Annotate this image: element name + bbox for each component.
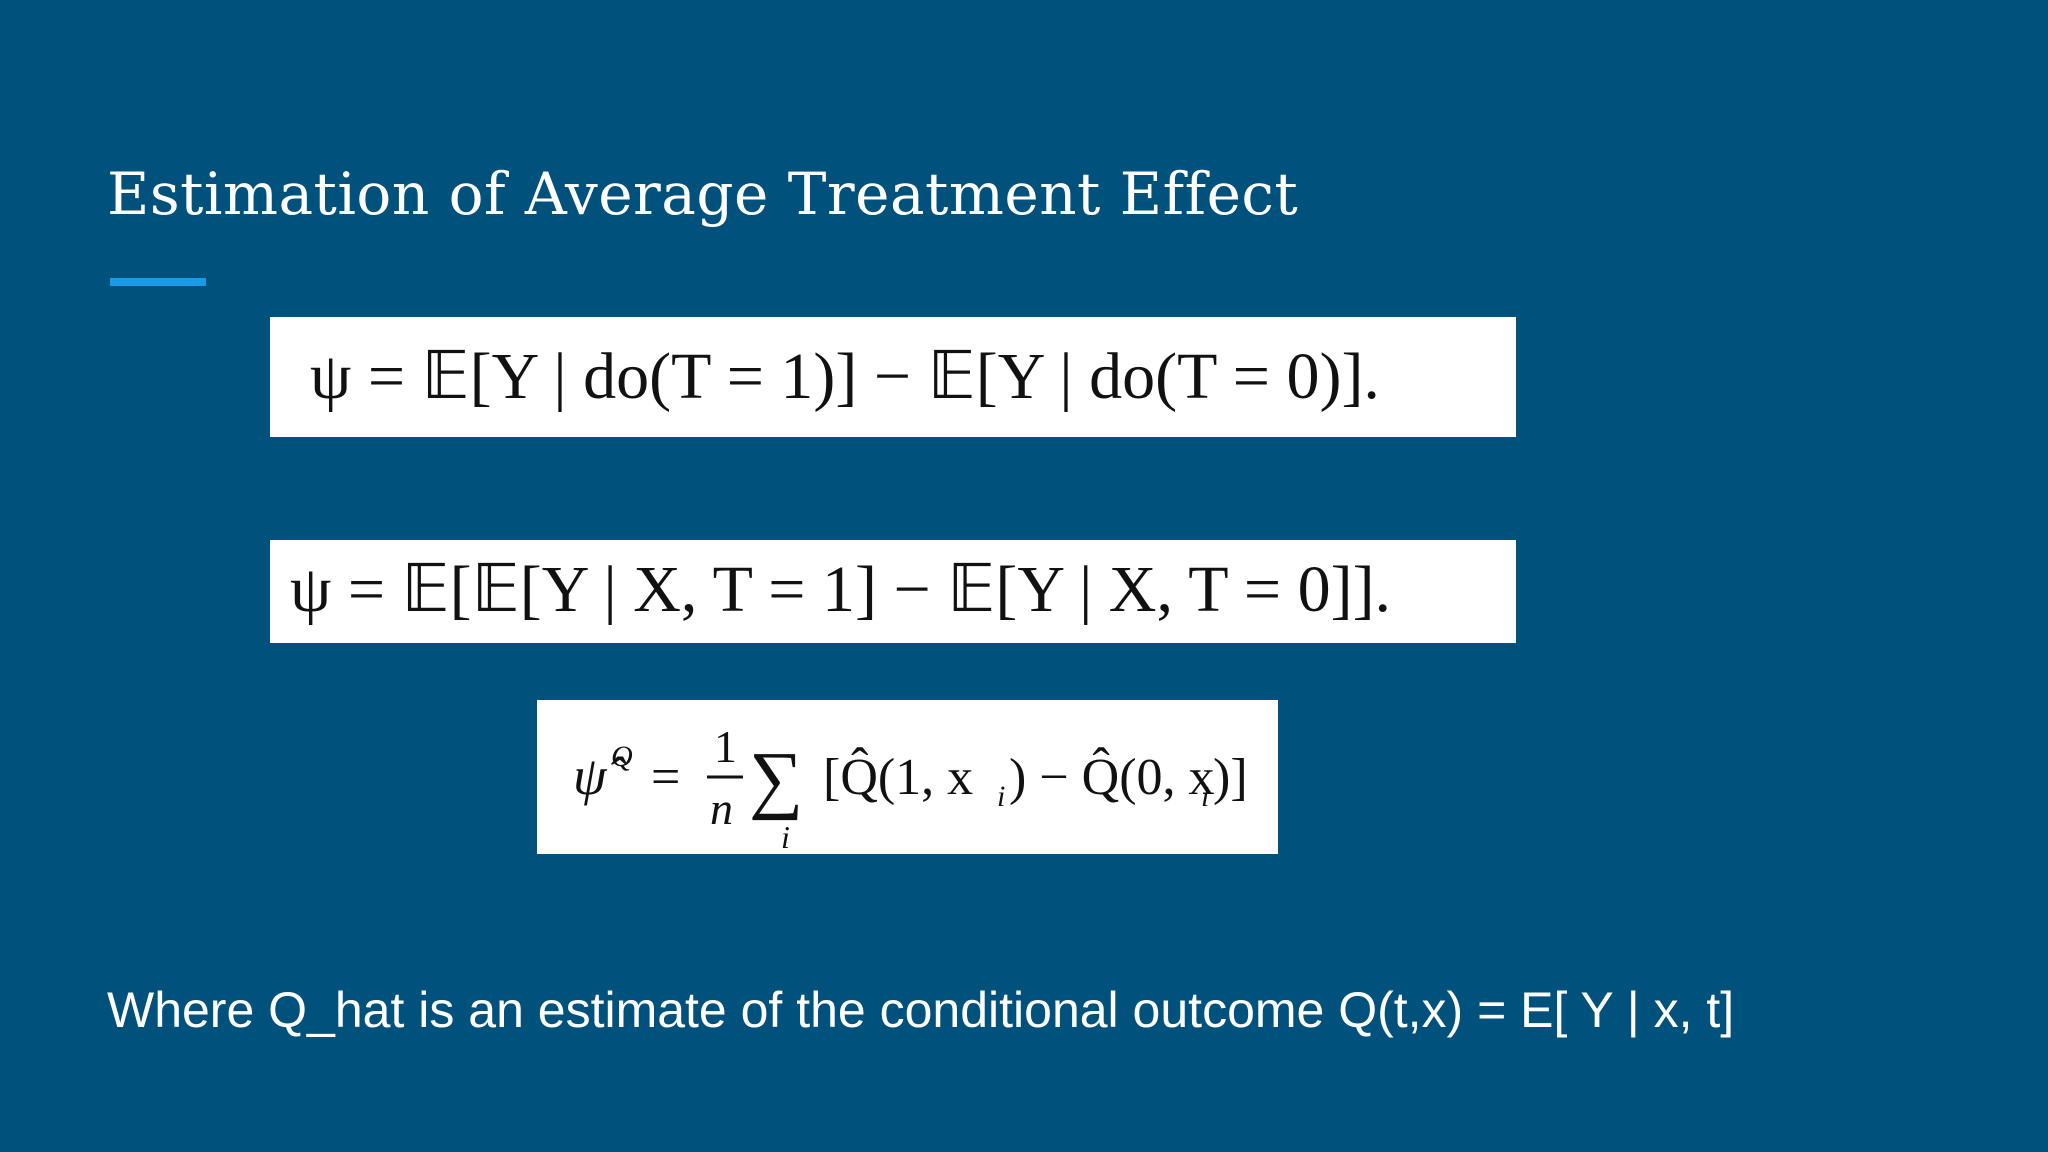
title-accent-bar: [110, 278, 206, 286]
formula-ate-adjustment-text: ψ = 𝔼[𝔼[Y | X, T = 1] − 𝔼[Y | X, T = 0]]…: [290, 553, 1392, 626]
estimator-equals: =: [651, 749, 680, 806]
formula-ate-do-definition: ψ = 𝔼[Y | do(T = 1)] − 𝔼[Y | do(T = 0)].: [270, 317, 1516, 437]
fraction-denominator: n: [710, 783, 733, 834]
bracket-closing: )]: [1213, 749, 1248, 806]
slide-title: Estimation of Average Treatment Effect: [107, 160, 1299, 228]
fraction-numerator: 1: [714, 721, 737, 772]
subscript-i-second: i: [1201, 780, 1209, 813]
formula-ate-do-definition-text: ψ = 𝔼[Y | do(T = 1)] − 𝔼[Y | do(T = 0)].: [310, 340, 1380, 413]
bracket-middle: ) − Q̂(0, x: [1009, 747, 1215, 806]
formula-ate-plugin-estimator: ψ̂ Q = 1 n ∑ i [Q̂(1, x i ) − Q̂(0, x i …: [537, 700, 1278, 854]
bracket-body: [Q̂(1, x: [823, 747, 973, 806]
formula-ate-adjustment: ψ = 𝔼[𝔼[Y | X, T = 1] − 𝔼[Y | X, T = 0]]…: [270, 540, 1516, 643]
sum-index: i: [781, 819, 790, 854]
slide-footnote: Where Q_hat is an estimate of the condit…: [107, 982, 1735, 1038]
estimator-lhs-superscript: Q: [611, 740, 633, 773]
subscript-i-first: i: [997, 780, 1005, 813]
plugin-estimator-svg: ψ̂ Q = 1 n ∑ i [Q̂(1, x i ) − Q̂(0, x i …: [573, 721, 1248, 854]
sum-symbol: ∑: [749, 737, 803, 821]
